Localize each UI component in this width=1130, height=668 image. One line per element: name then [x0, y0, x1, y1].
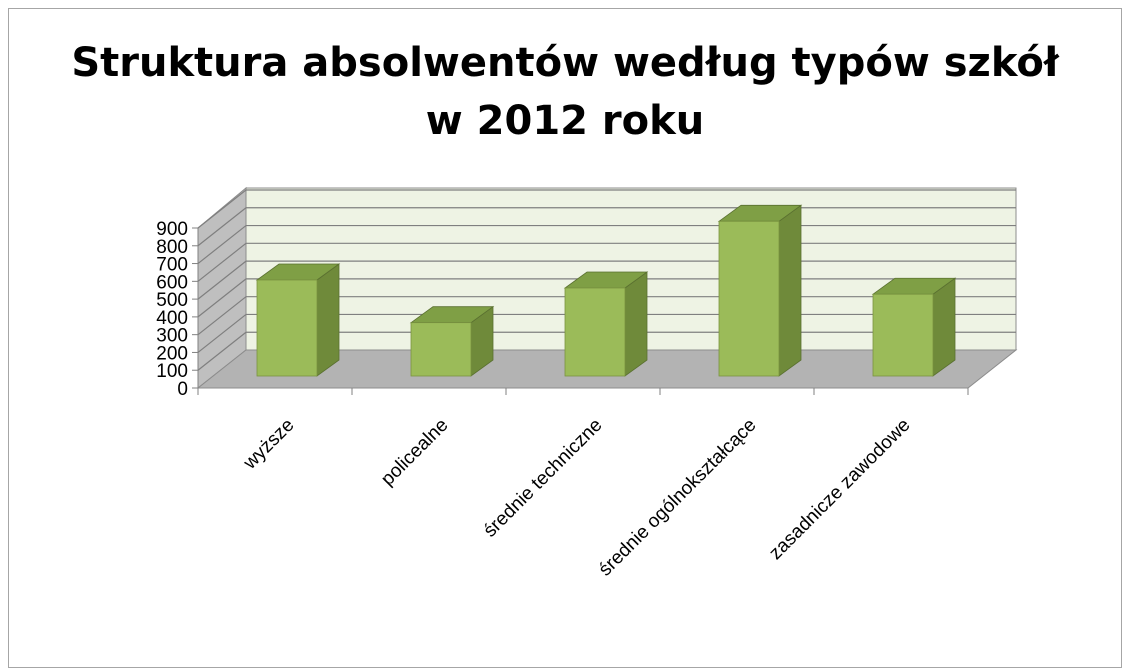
gridline-side — [197, 207, 247, 247]
x-axis-labels: wyższe policealne średnie techniczneśredni… — [239, 415, 915, 581]
bar — [563, 271, 649, 377]
x-category-label: średnie ogólnokształcące — [595, 415, 761, 581]
y-tick-label: 100 — [156, 361, 188, 382]
y-tick-label: 900 — [156, 219, 188, 240]
gridline-side — [197, 331, 247, 371]
bar-side — [932, 277, 956, 377]
y-tick-label: 800 — [156, 237, 188, 258]
bar-side — [316, 263, 340, 377]
y-tick-label: 300 — [156, 326, 188, 347]
bar — [717, 204, 803, 377]
x-category-label: wyższe — [239, 415, 299, 475]
chart-title-line-2: w 2012 roku — [425, 98, 705, 144]
y-tick-label: 500 — [156, 290, 188, 311]
bar — [255, 263, 341, 377]
bar — [409, 305, 495, 377]
x-category-label: policealne — [377, 415, 452, 490]
chart-title: Struktura absolwentów według typów szkół… — [0, 34, 1130, 150]
y-tick-label: 700 — [156, 255, 188, 276]
gridline-side — [197, 242, 247, 282]
y-tick-label: 0 — [177, 379, 188, 400]
gridline-side — [197, 313, 247, 353]
bar-front — [256, 279, 318, 377]
x-category-label: średnie techniczne — [480, 415, 607, 542]
bar-front — [564, 287, 626, 377]
x-category-label: zasadnicze zawodowe — [765, 415, 914, 564]
gridline-side — [197, 278, 247, 318]
bar-side — [624, 271, 648, 377]
y-tick-label: 200 — [156, 343, 188, 364]
gridline-side — [197, 260, 247, 300]
bar-front — [872, 293, 934, 377]
gridline-side — [197, 189, 247, 229]
chart-title-line-1: Struktura absolwentów według typów szkół — [71, 40, 1059, 86]
bar — [871, 277, 957, 377]
bar-front — [410, 322, 472, 377]
y-tick-label: 600 — [156, 272, 188, 293]
gridline-side — [197, 296, 247, 336]
gridline-side — [197, 225, 247, 265]
bar-side — [778, 204, 802, 377]
y-tick-label: 400 — [156, 308, 188, 329]
bars — [255, 204, 957, 377]
bar-front — [718, 220, 780, 377]
